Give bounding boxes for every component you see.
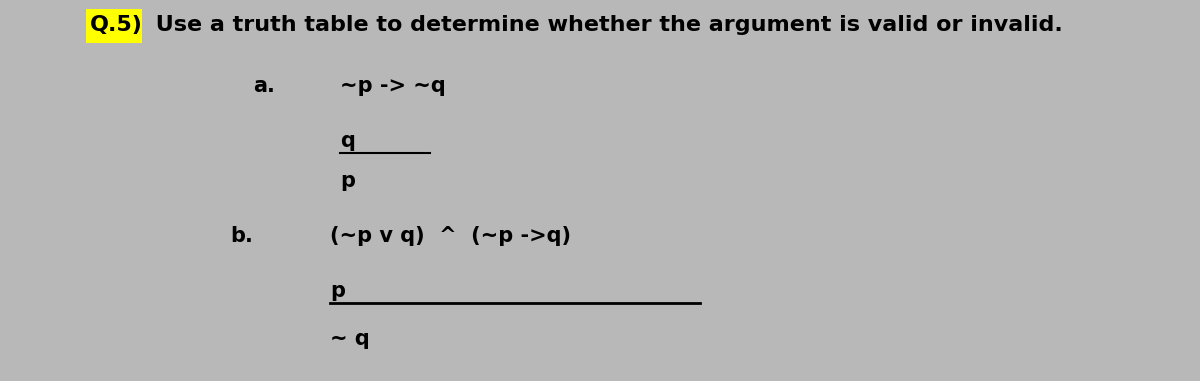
Text: p: p xyxy=(330,281,346,301)
Text: ~p -> ~q: ~p -> ~q xyxy=(340,76,445,96)
Text: q: q xyxy=(340,131,355,151)
Text: (~p v q)  ^  (~p ->q): (~p v q) ^ (~p ->q) xyxy=(330,226,571,246)
Text: Use a truth table to determine whether the argument is valid or invalid.: Use a truth table to determine whether t… xyxy=(148,15,1063,35)
Text: Q.5): Q.5) xyxy=(90,15,143,35)
Text: p: p xyxy=(340,171,355,191)
Text: ~ q: ~ q xyxy=(330,329,370,349)
Text: b.: b. xyxy=(230,226,253,246)
FancyBboxPatch shape xyxy=(86,9,142,43)
Text: a.: a. xyxy=(253,76,275,96)
